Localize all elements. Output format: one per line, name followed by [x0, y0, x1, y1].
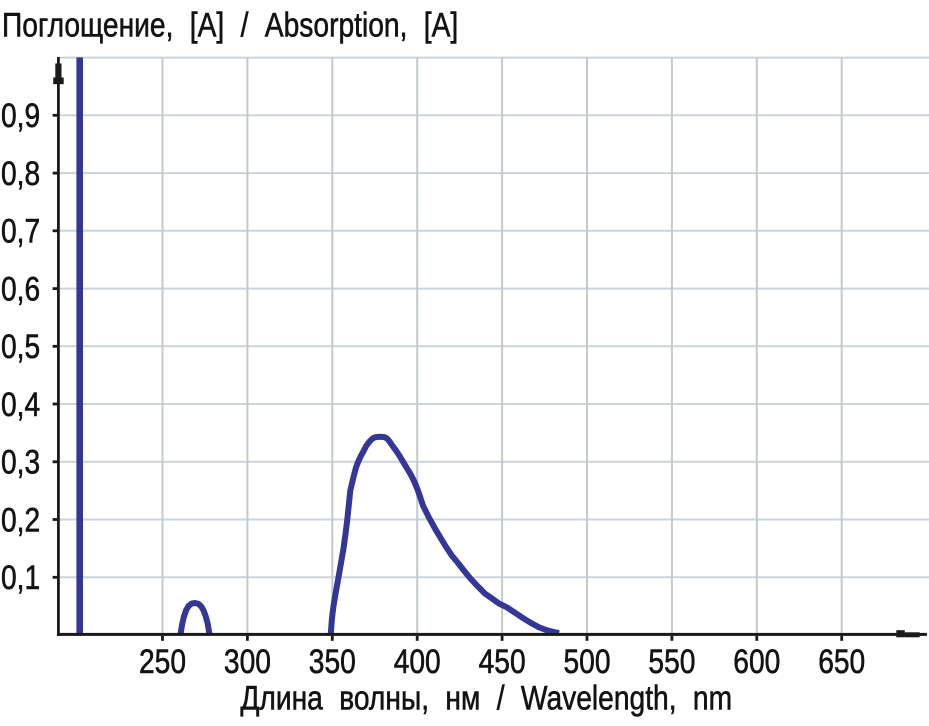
- svg-text:300: 300: [224, 642, 271, 680]
- svg-text:0,7: 0,7: [1, 212, 40, 250]
- svg-text:550: 550: [648, 642, 695, 680]
- svg-text:500: 500: [563, 642, 610, 680]
- svg-text:450: 450: [479, 642, 526, 680]
- svg-text:400: 400: [394, 642, 441, 680]
- svg-text:600: 600: [733, 642, 780, 680]
- svg-text:0,4: 0,4: [1, 385, 40, 423]
- svg-text:0,6: 0,6: [1, 270, 40, 308]
- svg-text:0,2: 0,2: [1, 501, 40, 539]
- svg-text:0,5: 0,5: [1, 328, 40, 366]
- svg-text:Поглощение, [A] / Absorption,: Поглощение, [A] / Absorption, [A]: [2, 6, 458, 44]
- svg-text:0,1: 0,1: [1, 559, 40, 597]
- svg-text:350: 350: [309, 642, 356, 680]
- svg-text:0,9: 0,9: [1, 97, 40, 135]
- svg-text:Длина волны, нм / Wavelength,: Длина волны, нм / Wavelength, nm: [240, 679, 732, 717]
- svg-text:0,8: 0,8: [1, 154, 40, 192]
- svg-text:250: 250: [139, 642, 186, 680]
- svg-text:0,3: 0,3: [1, 443, 40, 481]
- svg-text:650: 650: [818, 642, 865, 680]
